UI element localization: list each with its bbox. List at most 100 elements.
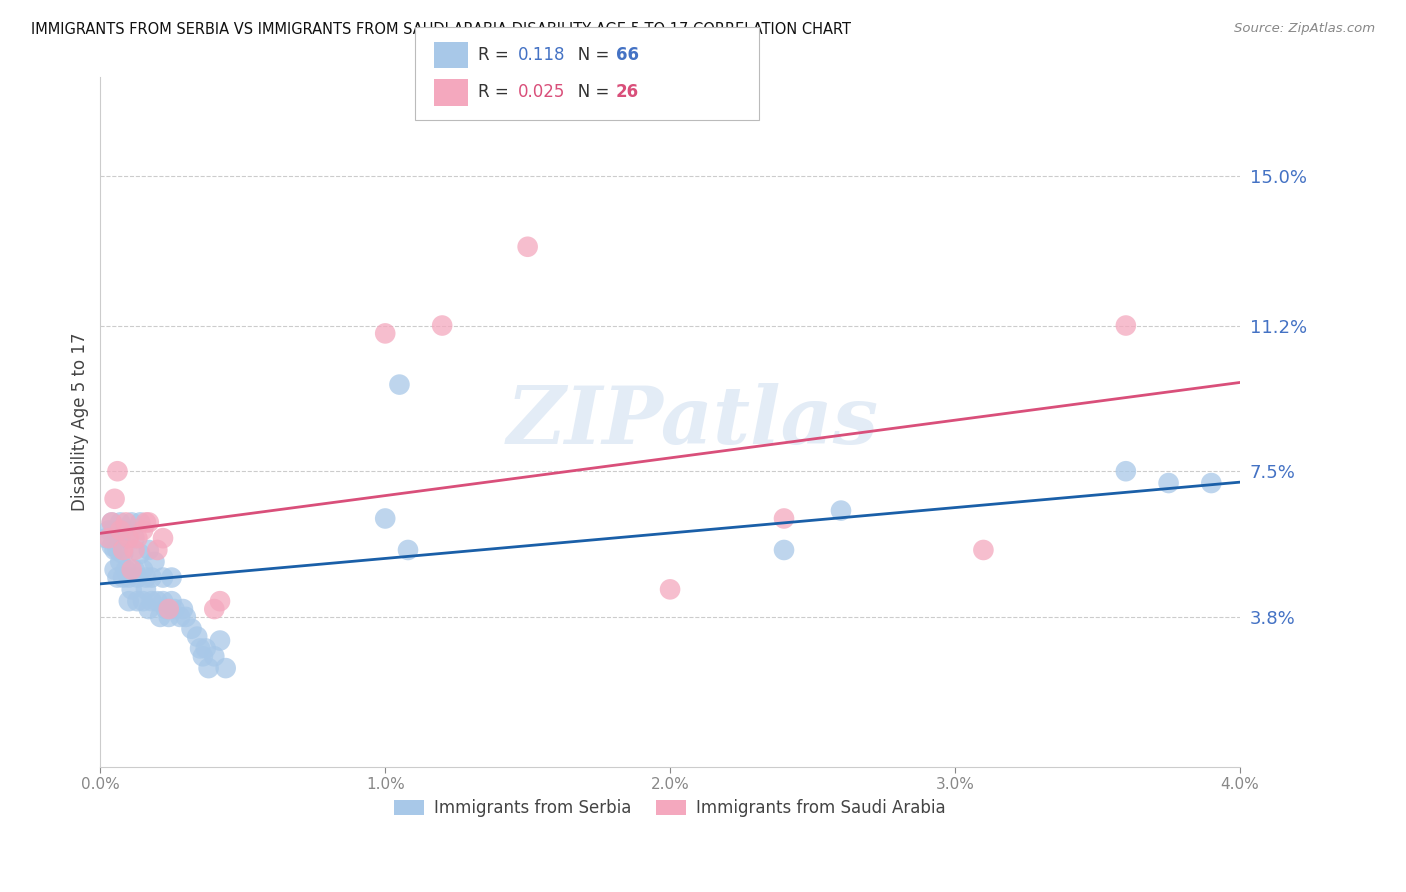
Point — [1157, 476, 1180, 491]
Point — [773, 511, 796, 525]
Point — [97, 531, 120, 545]
Point — [194, 641, 217, 656]
Point — [141, 570, 163, 584]
Point — [163, 602, 186, 616]
Point — [180, 622, 202, 636]
Point — [1115, 464, 1137, 478]
Point — [118, 594, 141, 608]
Y-axis label: Disability Age 5 to 17: Disability Age 5 to 17 — [72, 333, 89, 511]
Point — [132, 523, 155, 537]
Point — [94, 531, 117, 545]
Point — [127, 570, 149, 584]
Point — [138, 516, 160, 530]
Point — [830, 503, 852, 517]
Point — [138, 602, 160, 616]
Point — [152, 594, 174, 608]
Point — [118, 523, 141, 537]
Point — [208, 633, 231, 648]
Point — [104, 523, 127, 537]
Point — [121, 563, 143, 577]
Point — [135, 570, 157, 584]
Point — [773, 543, 796, 558]
Text: Source: ZipAtlas.com: Source: ZipAtlas.com — [1234, 22, 1375, 36]
Point — [202, 649, 225, 664]
Point — [374, 511, 396, 525]
Legend: Immigrants from Serbia, Immigrants from Saudi Arabia: Immigrants from Serbia, Immigrants from … — [388, 792, 953, 823]
Text: R =: R = — [478, 46, 515, 64]
Point — [160, 570, 183, 584]
Point — [115, 531, 138, 545]
Point — [127, 594, 149, 608]
Point — [138, 543, 160, 558]
Point — [100, 516, 122, 530]
Point — [191, 649, 214, 664]
Point — [112, 570, 135, 584]
Point — [157, 602, 180, 616]
Point — [110, 516, 132, 530]
Point — [202, 602, 225, 616]
Point — [132, 563, 155, 577]
Point — [430, 318, 453, 333]
Point — [124, 531, 146, 545]
Point — [115, 516, 138, 530]
Point — [169, 610, 191, 624]
Point — [121, 516, 143, 530]
Text: ZIPatlas: ZIPatlas — [506, 384, 879, 461]
Point — [972, 543, 994, 558]
Point — [388, 377, 411, 392]
Text: 0.025: 0.025 — [517, 83, 565, 101]
Point — [155, 602, 177, 616]
Point — [124, 563, 146, 577]
Point — [118, 531, 141, 545]
Text: 26: 26 — [616, 83, 638, 101]
Point — [132, 594, 155, 608]
Point — [149, 610, 172, 624]
Point — [141, 594, 163, 608]
Point — [135, 582, 157, 597]
Point — [97, 523, 120, 537]
Point — [160, 594, 183, 608]
Point — [188, 641, 211, 656]
Point — [100, 516, 122, 530]
Point — [104, 491, 127, 506]
Point — [215, 661, 238, 675]
Point — [659, 582, 682, 597]
Point — [107, 570, 129, 584]
Point — [152, 570, 174, 584]
Point — [115, 563, 138, 577]
Point — [174, 610, 197, 624]
Text: R =: R = — [478, 83, 515, 101]
Text: 66: 66 — [616, 46, 638, 64]
Point — [112, 523, 135, 537]
Point — [110, 531, 132, 545]
Point — [121, 582, 143, 597]
Point — [516, 240, 538, 254]
Point — [104, 563, 127, 577]
Point — [129, 547, 152, 561]
Text: 0.118: 0.118 — [517, 46, 565, 64]
Point — [112, 547, 135, 561]
Point — [110, 555, 132, 569]
Point — [157, 610, 180, 624]
Point — [112, 543, 135, 558]
Text: IMMIGRANTS FROM SERBIA VS IMMIGRANTS FROM SAUDI ARABIA DISABILITY AGE 5 TO 17 CO: IMMIGRANTS FROM SERBIA VS IMMIGRANTS FRO… — [31, 22, 851, 37]
Point — [135, 516, 157, 530]
Point — [1201, 476, 1223, 491]
Point — [127, 531, 149, 545]
Point — [396, 543, 419, 558]
Point — [146, 594, 169, 608]
Point — [146, 543, 169, 558]
Point — [172, 602, 194, 616]
Point — [110, 523, 132, 537]
Point — [186, 630, 208, 644]
Point — [152, 531, 174, 545]
Point — [124, 543, 146, 558]
Text: N =: N = — [562, 83, 614, 101]
Point — [197, 661, 219, 675]
Point — [208, 594, 231, 608]
Point — [118, 570, 141, 584]
Point — [104, 543, 127, 558]
Text: N =: N = — [562, 46, 614, 64]
Point — [100, 539, 122, 553]
Point — [1115, 318, 1137, 333]
